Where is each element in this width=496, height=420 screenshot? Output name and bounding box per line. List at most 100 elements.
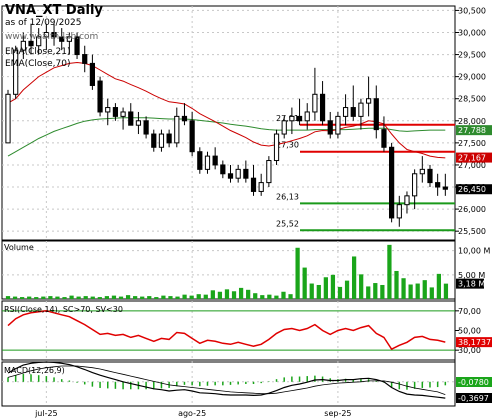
candle-body xyxy=(389,146,395,219)
volume-bar xyxy=(387,244,392,299)
volume-bar xyxy=(394,270,399,299)
volume-bar xyxy=(224,289,230,299)
candle-body xyxy=(235,168,241,179)
volume-bar xyxy=(366,286,371,299)
volume-bar xyxy=(408,284,413,299)
candle-body xyxy=(112,107,119,117)
rsi-tick-label: 50,00 xyxy=(458,327,481,336)
volume-bar xyxy=(76,296,81,299)
volume-bar xyxy=(203,294,208,299)
volume-bar xyxy=(246,289,251,299)
rsi-last-tag xyxy=(456,337,492,348)
volume-bar xyxy=(12,296,18,299)
candle-body xyxy=(419,168,425,175)
volume-bar xyxy=(133,296,138,299)
candle-body xyxy=(174,115,180,144)
volume-bar xyxy=(231,291,237,299)
volume-bar xyxy=(330,274,336,299)
volume-bar xyxy=(48,296,53,299)
candle-body xyxy=(89,62,96,86)
volume-bar xyxy=(429,287,434,299)
candle-body xyxy=(128,111,134,126)
volume-bar xyxy=(401,278,406,299)
candle-body xyxy=(289,115,295,122)
volume-bar xyxy=(436,273,441,299)
volume-panel-label: Volume xyxy=(4,243,34,252)
candle-body xyxy=(5,93,11,144)
candle-body xyxy=(66,36,72,42)
candle-body xyxy=(381,129,387,148)
asof-date: as of 12/09/2025 xyxy=(5,18,82,28)
volume-last-tag-label: 3,18 M xyxy=(458,280,485,289)
candle-body xyxy=(258,182,264,192)
volume-bar xyxy=(196,294,201,299)
candle-body xyxy=(365,98,372,104)
candle-body xyxy=(143,120,149,135)
level-label: 27,30 xyxy=(276,141,299,150)
candle-body xyxy=(281,120,287,135)
price-tag xyxy=(456,125,492,136)
candle-body xyxy=(266,160,272,184)
candle-body xyxy=(319,93,326,122)
volume-bar xyxy=(210,290,215,299)
candle-body xyxy=(82,54,88,64)
volume-bar xyxy=(125,295,131,299)
volume-bar xyxy=(83,296,88,299)
rsi-last-tag-label: 38,1737 xyxy=(458,338,491,347)
candle-body xyxy=(227,173,234,179)
volume-bar xyxy=(302,267,307,299)
volume-bar xyxy=(34,297,39,299)
candle-body xyxy=(342,107,349,117)
macd-last-tag xyxy=(456,377,492,387)
volume-bar xyxy=(337,286,343,299)
rsi-line xyxy=(7,310,446,351)
price-tick-label: 29,500 xyxy=(458,51,486,60)
volume-bar xyxy=(351,256,357,299)
volume-bar xyxy=(90,296,95,299)
volume-bar xyxy=(97,297,102,299)
price-tick-label: 27,000 xyxy=(458,161,486,170)
candle-body xyxy=(166,133,172,144)
volume-bar xyxy=(267,294,272,299)
volume-bar xyxy=(323,277,328,299)
volume-bar xyxy=(69,295,74,299)
candle-body xyxy=(358,102,364,117)
macd-line xyxy=(7,361,446,399)
candle-body xyxy=(373,98,379,131)
volume-bar xyxy=(373,283,378,299)
candle-body xyxy=(212,155,218,166)
volume-bar xyxy=(443,283,449,299)
rsi-tick-label: 30,00 xyxy=(458,346,481,355)
macd-signal-line xyxy=(7,365,446,395)
chart-title: VNA_XT Daily xyxy=(5,3,103,18)
price-tick-label: 27,500 xyxy=(458,139,486,148)
volume-bar xyxy=(140,296,145,299)
volume-bar xyxy=(281,291,286,299)
volume-bar xyxy=(175,296,180,299)
volume-bar xyxy=(168,296,173,299)
level-label: 27,91 xyxy=(276,114,299,123)
volume-bar xyxy=(182,294,187,299)
price-tick-label: 25,500 xyxy=(458,227,486,236)
level-label: 25,52 xyxy=(276,219,299,228)
volume-bar xyxy=(161,295,166,299)
price-tag xyxy=(456,152,492,163)
candle-body xyxy=(312,93,318,113)
volume-bar xyxy=(260,295,265,299)
volume-bar xyxy=(111,295,117,299)
volume-bar xyxy=(309,283,314,299)
candle-body xyxy=(158,133,165,148)
ema70-legend: EMA(Close,70) xyxy=(5,59,71,69)
volume-bar xyxy=(253,293,258,299)
volume-bar xyxy=(104,296,110,299)
price-tag-label: 26,450 xyxy=(458,185,486,194)
volume-bar xyxy=(5,296,11,299)
candle-body xyxy=(197,151,203,170)
level-label: 26,13 xyxy=(276,192,299,201)
price-tick-label: 28,000 xyxy=(458,117,486,126)
candle-body xyxy=(273,133,280,162)
candle-body xyxy=(327,120,333,135)
ema21-legend: EMA(Close,21) xyxy=(5,47,71,57)
candle-body xyxy=(442,186,448,190)
price-tick-label: 30,000 xyxy=(458,28,486,37)
